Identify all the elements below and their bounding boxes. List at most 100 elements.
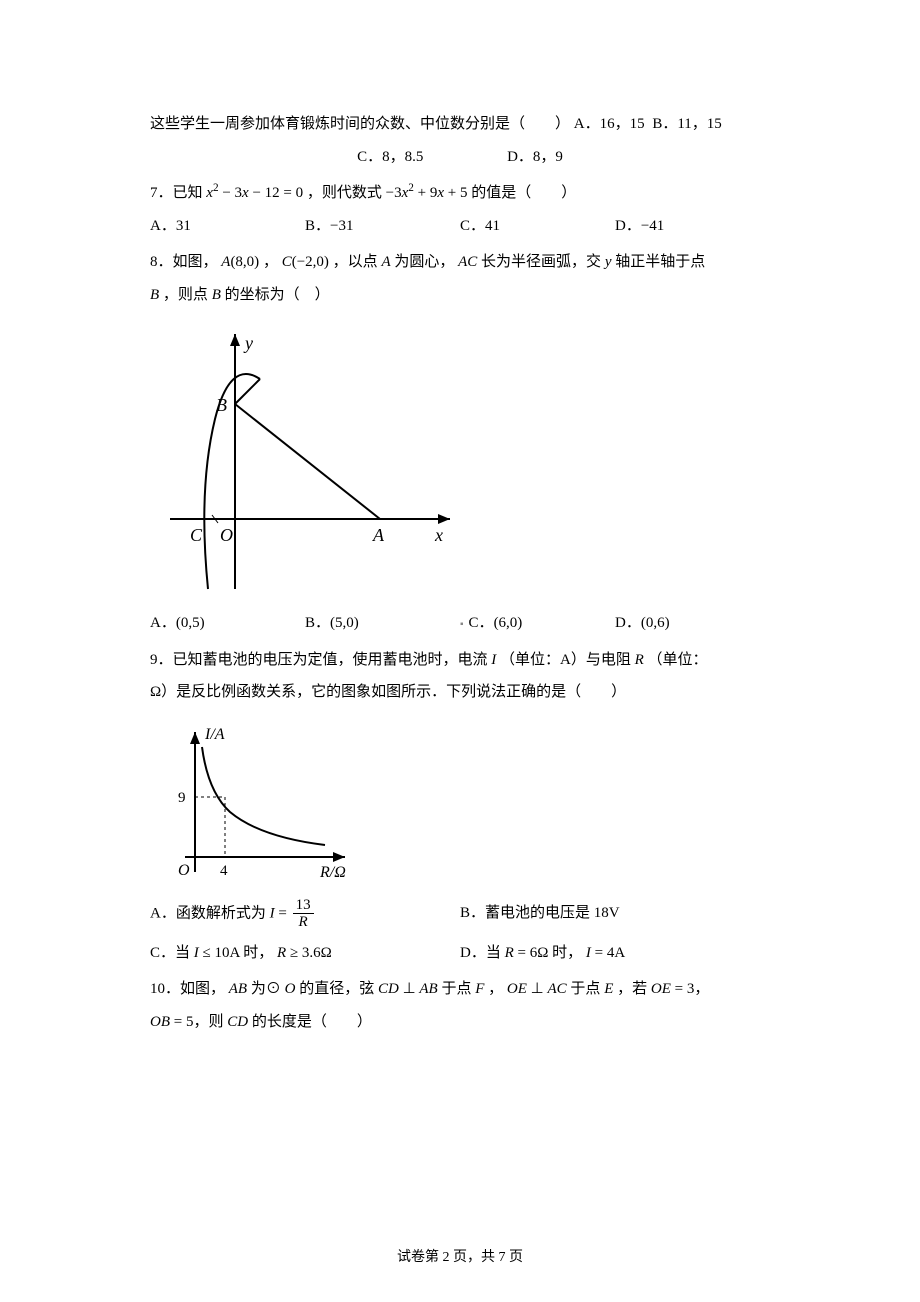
q10-f2: ， [488,981,503,997]
q8-t6: ，则点 [163,287,212,303]
q10-e: 于点 [441,981,475,997]
q8-t4: 长为半径画弧，交 [481,254,605,270]
svg-text:I/A: I/A [204,726,225,743]
q8-b2: B [212,287,221,303]
footer-text: 试卷第 2 页，共 7 页 [397,1250,523,1265]
q8-bv: (5,0) [330,615,359,631]
q9-dp: D．当 [460,945,501,961]
q7-opt-c: C．41 [460,212,615,241]
q8-t3: 为圆心， [394,254,454,270]
q10-eq5: = 5，则 [174,1014,227,1030]
q7-x1: x [206,185,213,201]
svg-text:x: x [434,525,443,545]
q8-bl: B． [305,615,330,631]
q10-c: 的直径，弦 [299,981,374,997]
q10-ac: AC [548,981,567,997]
q10-cd: CD [378,981,399,997]
q10-oe2: OE [651,981,671,997]
svg-text:O: O [220,525,233,545]
q10-i: ，若 [617,981,647,997]
q8-figure: y x B C O A [160,319,770,599]
q8-pc: C [282,254,292,270]
q9-ci: I [194,945,199,961]
q6-options-row2: C．8，8.5 D．8，9 [150,143,770,172]
q6-stem-text: 这些学生一周参加体育锻炼时间的众数、中位数分别是（ ） [150,116,570,132]
q10-ab: AB [229,981,247,997]
q10-o: O [285,981,296,997]
q8-b1: B [150,287,159,303]
q8-t2: ，以点 [333,254,378,270]
q9-ae: = [278,905,290,921]
q10-a: 10．如图， [150,981,225,997]
q8-line2: B ，则点 B 的坐标为（ ） [150,281,770,310]
q7-m12: − 12 = 0 [252,185,303,201]
q10-line2: OB = 5，则 CD 的长度是（ ） [150,1008,770,1037]
q9-ua: （单位：A）与电阻 [500,652,635,668]
q9-di: I [586,945,591,961]
q9-ap: A．函数解析式为 [150,905,266,921]
q8-av: (0,5) [176,615,205,631]
q9-i: I [491,652,496,668]
q10-tail: 的长度是（ ） [252,1014,372,1030]
q10-cd2: CD [227,1014,248,1030]
q9-cm: ≤ 10A 时， [203,945,274,961]
q8-s1: ， [263,254,278,270]
q10-j: = 3， [675,981,710,997]
q9-ai: I [270,905,275,921]
q9-figure: I/A R/Ω O 9 4 [160,717,770,887]
q8-opt-b: B．(5,0) [305,609,460,638]
q8-opt-a: A．(0,5) [150,609,305,638]
q7-x4: x [437,185,444,201]
q7-tail: 的值是（ ） [471,185,576,201]
q7-stem: 7．已知 x2 − 3x − 12 = 0 ，则代数式 −3x2 + 9x + … [150,179,770,208]
q7-p5: + 5 [448,185,468,201]
q9-line2: Ω）是反比例函数关系，它的图象如图所示．下列说法正确的是（ ） [150,678,770,707]
q9-dt: = 4A [595,945,626,961]
q6-opt-c: C．8，8.5 [357,143,423,172]
q9-t1: 9．已知蓄电池的电压为定值，使用蓄电池时，电流 [150,652,491,668]
q8-al: A． [150,615,176,631]
q9-ur: （单位： [648,652,708,668]
svg-text:O: O [178,862,190,879]
q8-options: A．(0,5) B．(5,0) ▪ C．(6,0) D．(0,6) [150,609,770,638]
q7-mid: ，则代数式 [307,185,382,201]
q7-prefix: 7．已知 [150,185,203,201]
q9-r: R [635,652,644,668]
q10-ob: OB [150,1014,170,1030]
q9-options-row2: C．当 I ≤ 10A 时， R ≥ 3.6Ω D．当 R = 6Ω 时， I … [150,939,770,968]
q9-t2: Ω）是反比例函数关系，它的图象如图所示．下列说法正确的是（ ） [150,684,626,700]
q8-line1: 8．如图， A(8,0) ， C(−2,0) ，以点 A 为圆心， AC 长为半… [150,248,770,277]
q9-den: R [293,914,314,931]
q6-opt-d: D．8，9 [507,143,563,172]
q9-frac: 13 R [293,897,314,931]
svg-text:y: y [243,333,253,353]
q10-line1: 10．如图， AB 为⊙ O 的直径，弦 CD ⊥ AB 于点 F ， OE ⊥… [150,975,770,1004]
q8-dl: D． [615,615,641,631]
q6-opt-a: A．16，15 [574,116,645,132]
q8-opt-c: ▪ C．(6,0) [460,609,615,638]
page-footer: 试卷第 2 页，共 7 页 [0,1245,920,1272]
q7-options: A．31 B．−31 C．41 D．−41 [150,212,770,241]
q7-opt-d: D．−41 [615,212,770,241]
q10-ee: E [604,981,613,997]
q7-m3: − 3 [222,185,242,201]
svg-text:C: C [190,525,203,545]
q6-stem: 这些学生一周参加体育锻炼时间的众数、中位数分别是（ ） A．16，15 B．11… [150,110,770,139]
q8-ca: (8,0) [230,254,259,270]
q9-line1: 9．已知蓄电池的电压为定值，使用蓄电池时，电流 I （单位：A）与电阻 R （单… [150,646,770,675]
svg-text:9: 9 [178,790,186,806]
q8-opt-d: D．(0,6) [615,609,770,638]
q10-b: 为⊙ [251,981,281,997]
q8-dv: (0,6) [641,615,670,631]
q8-t7: 的坐标为（ ） [225,287,330,303]
q7-p9: + 9 [418,185,438,201]
q10-h: 于点 [570,981,604,997]
svg-text:B: B [216,395,227,415]
q10-f: F [475,981,484,997]
svg-text:4: 4 [220,863,228,879]
q9-dr: R [505,945,514,961]
q9-ct: ≥ 3.6Ω [290,945,332,961]
q7-opt-a: A．31 [150,212,305,241]
q9-num: 13 [293,897,314,915]
q9-opt-a: A．函数解析式为 I = 13 R [150,897,460,931]
